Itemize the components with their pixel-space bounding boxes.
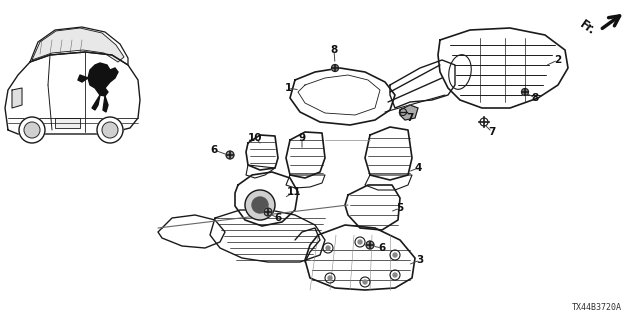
- Circle shape: [19, 117, 45, 143]
- Text: 6: 6: [378, 243, 386, 253]
- Polygon shape: [32, 28, 124, 62]
- Circle shape: [226, 151, 234, 159]
- Polygon shape: [55, 118, 80, 128]
- Polygon shape: [235, 172, 298, 226]
- Circle shape: [24, 122, 40, 138]
- Text: 7: 7: [406, 113, 413, 123]
- Text: Fr.: Fr.: [577, 18, 598, 38]
- Polygon shape: [246, 165, 275, 178]
- Circle shape: [393, 253, 397, 257]
- Polygon shape: [438, 28, 568, 108]
- Text: 11: 11: [287, 187, 301, 197]
- Polygon shape: [305, 225, 415, 290]
- Polygon shape: [286, 132, 325, 178]
- Polygon shape: [92, 95, 100, 110]
- Text: 8: 8: [531, 93, 539, 103]
- Polygon shape: [103, 96, 108, 112]
- Text: 6: 6: [275, 213, 282, 223]
- Polygon shape: [365, 175, 412, 190]
- Circle shape: [264, 208, 272, 216]
- Circle shape: [393, 273, 397, 277]
- Text: 3: 3: [417, 255, 424, 265]
- Polygon shape: [88, 63, 118, 96]
- Text: 2: 2: [554, 55, 562, 65]
- Polygon shape: [246, 135, 278, 170]
- Text: 8: 8: [330, 45, 338, 55]
- Text: 9: 9: [298, 133, 305, 143]
- Circle shape: [326, 246, 330, 250]
- Polygon shape: [30, 27, 128, 65]
- Polygon shape: [158, 215, 225, 248]
- Polygon shape: [12, 88, 22, 108]
- Circle shape: [366, 241, 374, 249]
- Circle shape: [363, 280, 367, 284]
- Polygon shape: [345, 185, 400, 230]
- Polygon shape: [210, 210, 325, 262]
- Text: 7: 7: [488, 127, 496, 137]
- Circle shape: [102, 122, 118, 138]
- Text: 1: 1: [284, 83, 292, 93]
- Circle shape: [332, 65, 339, 71]
- Polygon shape: [290, 68, 395, 125]
- Polygon shape: [5, 52, 140, 134]
- Polygon shape: [390, 60, 455, 108]
- Circle shape: [358, 240, 362, 244]
- Text: 4: 4: [414, 163, 422, 173]
- Circle shape: [252, 197, 268, 213]
- Text: 10: 10: [248, 133, 262, 143]
- Polygon shape: [400, 105, 418, 120]
- Polygon shape: [286, 175, 325, 188]
- Circle shape: [97, 117, 123, 143]
- Text: 6: 6: [211, 145, 218, 155]
- Circle shape: [522, 89, 529, 95]
- Text: TX44B3720A: TX44B3720A: [572, 303, 622, 312]
- Circle shape: [245, 190, 275, 220]
- Polygon shape: [365, 127, 412, 180]
- Circle shape: [328, 276, 332, 280]
- Text: 5: 5: [396, 203, 404, 213]
- Polygon shape: [78, 75, 88, 82]
